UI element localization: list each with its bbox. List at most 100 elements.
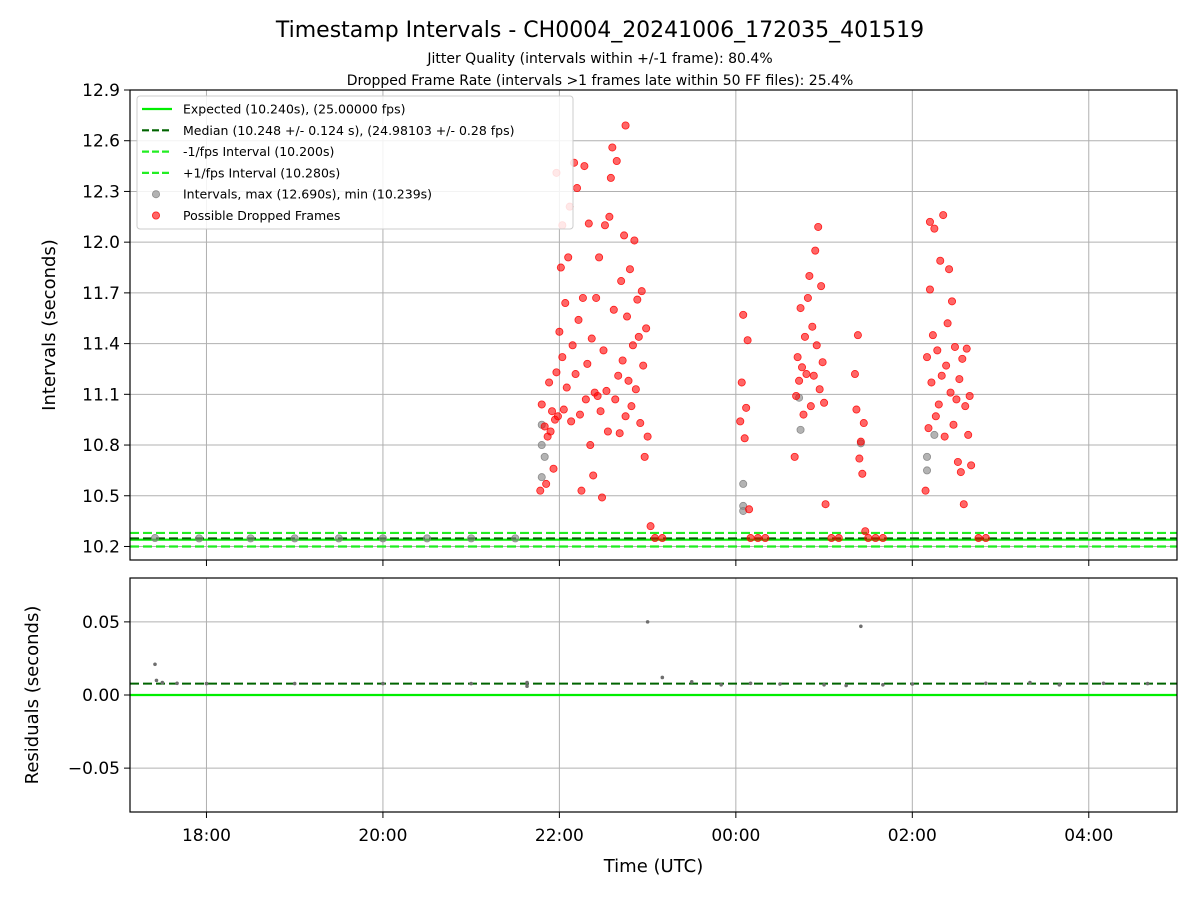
dropped-frame-point bbox=[790, 452, 799, 461]
dropped-frame-point bbox=[553, 412, 562, 421]
dropped-frame-point bbox=[625, 265, 634, 274]
dropped-frame-point bbox=[955, 375, 964, 384]
interval-point bbox=[537, 473, 546, 482]
dropped-frame-point bbox=[567, 417, 576, 426]
dropped-frame-point bbox=[811, 246, 820, 255]
dropped-frame-point bbox=[953, 457, 962, 466]
dropped-frame-point bbox=[820, 398, 829, 407]
dropped-frame-point bbox=[793, 353, 802, 362]
legend-box bbox=[136, 95, 574, 230]
intervals-y-axis-label: Intervals (seconds) bbox=[39, 239, 60, 411]
dropped-frame-point bbox=[949, 420, 958, 429]
dropped-frame-point bbox=[600, 221, 609, 230]
dropped-frame-point bbox=[798, 363, 807, 372]
dropped-frame-point bbox=[559, 405, 568, 414]
dropped-frame-point bbox=[800, 332, 809, 341]
legend-marker bbox=[151, 211, 160, 220]
dropped-frame-point bbox=[627, 402, 636, 411]
dropped-frame-point bbox=[621, 121, 630, 130]
residual-point bbox=[859, 624, 863, 629]
dropped-frame-point bbox=[589, 471, 598, 480]
intervals-y-tick-label: 12.3 bbox=[82, 182, 120, 202]
dropped-frame-point bbox=[818, 358, 827, 367]
dropped-frame-point bbox=[542, 479, 551, 488]
dropped-frame-point bbox=[746, 534, 755, 543]
dropped-frame-point bbox=[642, 324, 651, 333]
intervals-panel: 10.2 10.5 10.8 11.1 11.4 11.7 12.0 12.3 12.6 12.9… bbox=[39, 81, 1178, 566]
dropped-frame-point bbox=[950, 342, 959, 351]
interval-point bbox=[467, 534, 476, 543]
dropped-frame-point bbox=[549, 464, 558, 473]
dropped-frame-point bbox=[592, 293, 601, 302]
dropped-frame-point bbox=[930, 224, 939, 233]
intervals-y-tick-label: 11.1 bbox=[82, 385, 120, 405]
residual-point bbox=[160, 680, 165, 685]
dropped-frame-point bbox=[855, 454, 864, 463]
residual-point bbox=[984, 681, 988, 686]
dropped-frame-point bbox=[864, 534, 873, 543]
residuals-y-tick-label: 0.00 bbox=[82, 686, 120, 706]
residual-point bbox=[645, 620, 650, 624]
residuals-y-tick-label: −0.05 bbox=[68, 759, 120, 779]
dropped-frame-point bbox=[584, 219, 593, 228]
x-tick-label: 04:00 bbox=[1064, 826, 1113, 846]
dropped-frame-point bbox=[827, 534, 836, 543]
dropped-frame-point bbox=[620, 231, 629, 240]
interval-point bbox=[290, 534, 299, 543]
legend-entry-label: Expected (10.240s), (25.00000 fps) bbox=[183, 102, 405, 117]
interval-point bbox=[537, 441, 546, 450]
dropped-frame-point bbox=[593, 392, 602, 401]
dropped-frame-point bbox=[540, 422, 549, 431]
dropped-frame-point bbox=[933, 346, 942, 355]
interval-point bbox=[511, 534, 520, 543]
dropped-frame-point bbox=[739, 310, 748, 319]
dropped-frame-point bbox=[564, 253, 573, 262]
dropped-frame-point bbox=[537, 400, 546, 409]
dropped-frame-point bbox=[609, 305, 618, 314]
dropped-frame-point bbox=[605, 212, 614, 221]
dropped-frame-point bbox=[812, 341, 821, 350]
dropped-frame-point bbox=[598, 493, 607, 502]
intervals-y-tick-label: 10.2 bbox=[82, 537, 120, 557]
dropped-frame-point bbox=[555, 327, 564, 336]
residuals-y-tick-label: 0.05 bbox=[82, 613, 120, 633]
dropped-frame-point bbox=[636, 419, 645, 428]
dropped-frame-point bbox=[561, 299, 570, 308]
dropped-frame-point bbox=[937, 371, 946, 380]
dropped-frame-point bbox=[546, 427, 555, 436]
dropped-frame-point bbox=[596, 407, 605, 416]
dropped-frame-point bbox=[630, 236, 639, 245]
dropped-frame-point bbox=[634, 332, 643, 341]
dropped-frame-point bbox=[595, 253, 604, 262]
x-tick-label: 00:00 bbox=[711, 826, 760, 846]
dropped-frame-point bbox=[931, 412, 940, 421]
dropped-frame-point bbox=[834, 534, 843, 543]
dropped-frame-point bbox=[939, 211, 948, 220]
residual-point bbox=[153, 662, 157, 667]
dropped-frame-point bbox=[552, 368, 561, 377]
dropped-frame-point bbox=[637, 287, 646, 296]
residuals-y-axis-label: Residuals (seconds) bbox=[22, 606, 43, 785]
interval-point bbox=[739, 479, 748, 488]
dropped-frame-point bbox=[621, 412, 630, 421]
legend-entry-label: Possible Dropped Frames bbox=[183, 208, 340, 223]
dropped-frame-point bbox=[961, 402, 970, 411]
dropped-frame-point bbox=[618, 356, 627, 365]
dropped-frame-point bbox=[571, 370, 580, 379]
intervals-y-tick-label: 12.0 bbox=[82, 233, 120, 253]
dropped-frame-point bbox=[940, 432, 949, 441]
dropped-frame-point bbox=[545, 378, 554, 387]
dropped-frame-point bbox=[858, 469, 867, 478]
legend-entry-label: Intervals, max (12.690s), min (10.239s) bbox=[183, 187, 432, 202]
dropped-frame-point bbox=[646, 522, 655, 531]
legend: Expected (10.240s), (25.00000 fps) Median… bbox=[136, 95, 574, 230]
x-tick-label: 20:00 bbox=[358, 826, 407, 846]
dropped-frame-point bbox=[952, 395, 961, 404]
dropped-frame-point bbox=[573, 184, 582, 193]
dropped-frame-point bbox=[925, 217, 934, 226]
dropped-frame-point bbox=[639, 361, 648, 370]
dropped-frame-point bbox=[928, 331, 937, 340]
residual-point bbox=[1028, 680, 1032, 685]
residuals-x-ticks: 18:00 20:00 22:00 00:00 02:00 04:00 bbox=[182, 812, 1113, 846]
dropped-frame-point bbox=[536, 486, 545, 495]
